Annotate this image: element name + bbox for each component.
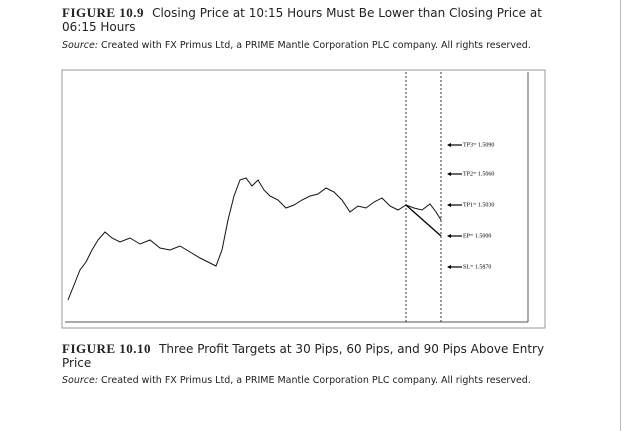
arrow-head: [447, 234, 451, 238]
source-text: Created with FX Primus Ltd, a PRIME Mant…: [101, 40, 531, 51]
source-label: Source:: [62, 375, 99, 386]
annotation: EP= 1.5000: [463, 233, 491, 239]
trend-line: [405, 204, 442, 237]
annotation: TP2= 1.5060: [463, 171, 494, 177]
annotation: TP1= 1.5030: [463, 202, 494, 208]
annotation: TP3= 1.5090: [463, 142, 494, 148]
source-bottom: Source: Created with FX Primus Ltd, a PRI…: [62, 375, 531, 386]
caption-bottom: FIGURE 10.10 Three Profit Targets at 30 P…: [62, 341, 552, 371]
arrow-head: [447, 172, 451, 176]
page-edge: [620, 0, 621, 431]
arrow-head: [447, 143, 451, 147]
source-label: Source:: [62, 40, 99, 51]
arrow-head: [447, 265, 451, 269]
caption-top: FIGURE 10.9 Closing Price at 10:15 Hours …: [62, 5, 552, 35]
figure-title: Closing Price at 10:15 Hours Must Be Low…: [62, 6, 542, 34]
source-top: Source: Created with FX Primus Ltd, a PRI…: [62, 40, 531, 51]
source-text: Created with FX Primus Ltd, a PRIME Mant…: [101, 375, 531, 386]
arrow-head: [447, 203, 451, 207]
figure-title: Three Profit Targets at 30 Pips, 60 Pips…: [62, 342, 545, 370]
annotation: SL= 1.5870: [463, 264, 491, 270]
figure-label: FIGURE 10.9: [62, 5, 145, 20]
price-line: [67, 177, 442, 301]
figure-label: FIGURE 10.10: [62, 341, 152, 356]
